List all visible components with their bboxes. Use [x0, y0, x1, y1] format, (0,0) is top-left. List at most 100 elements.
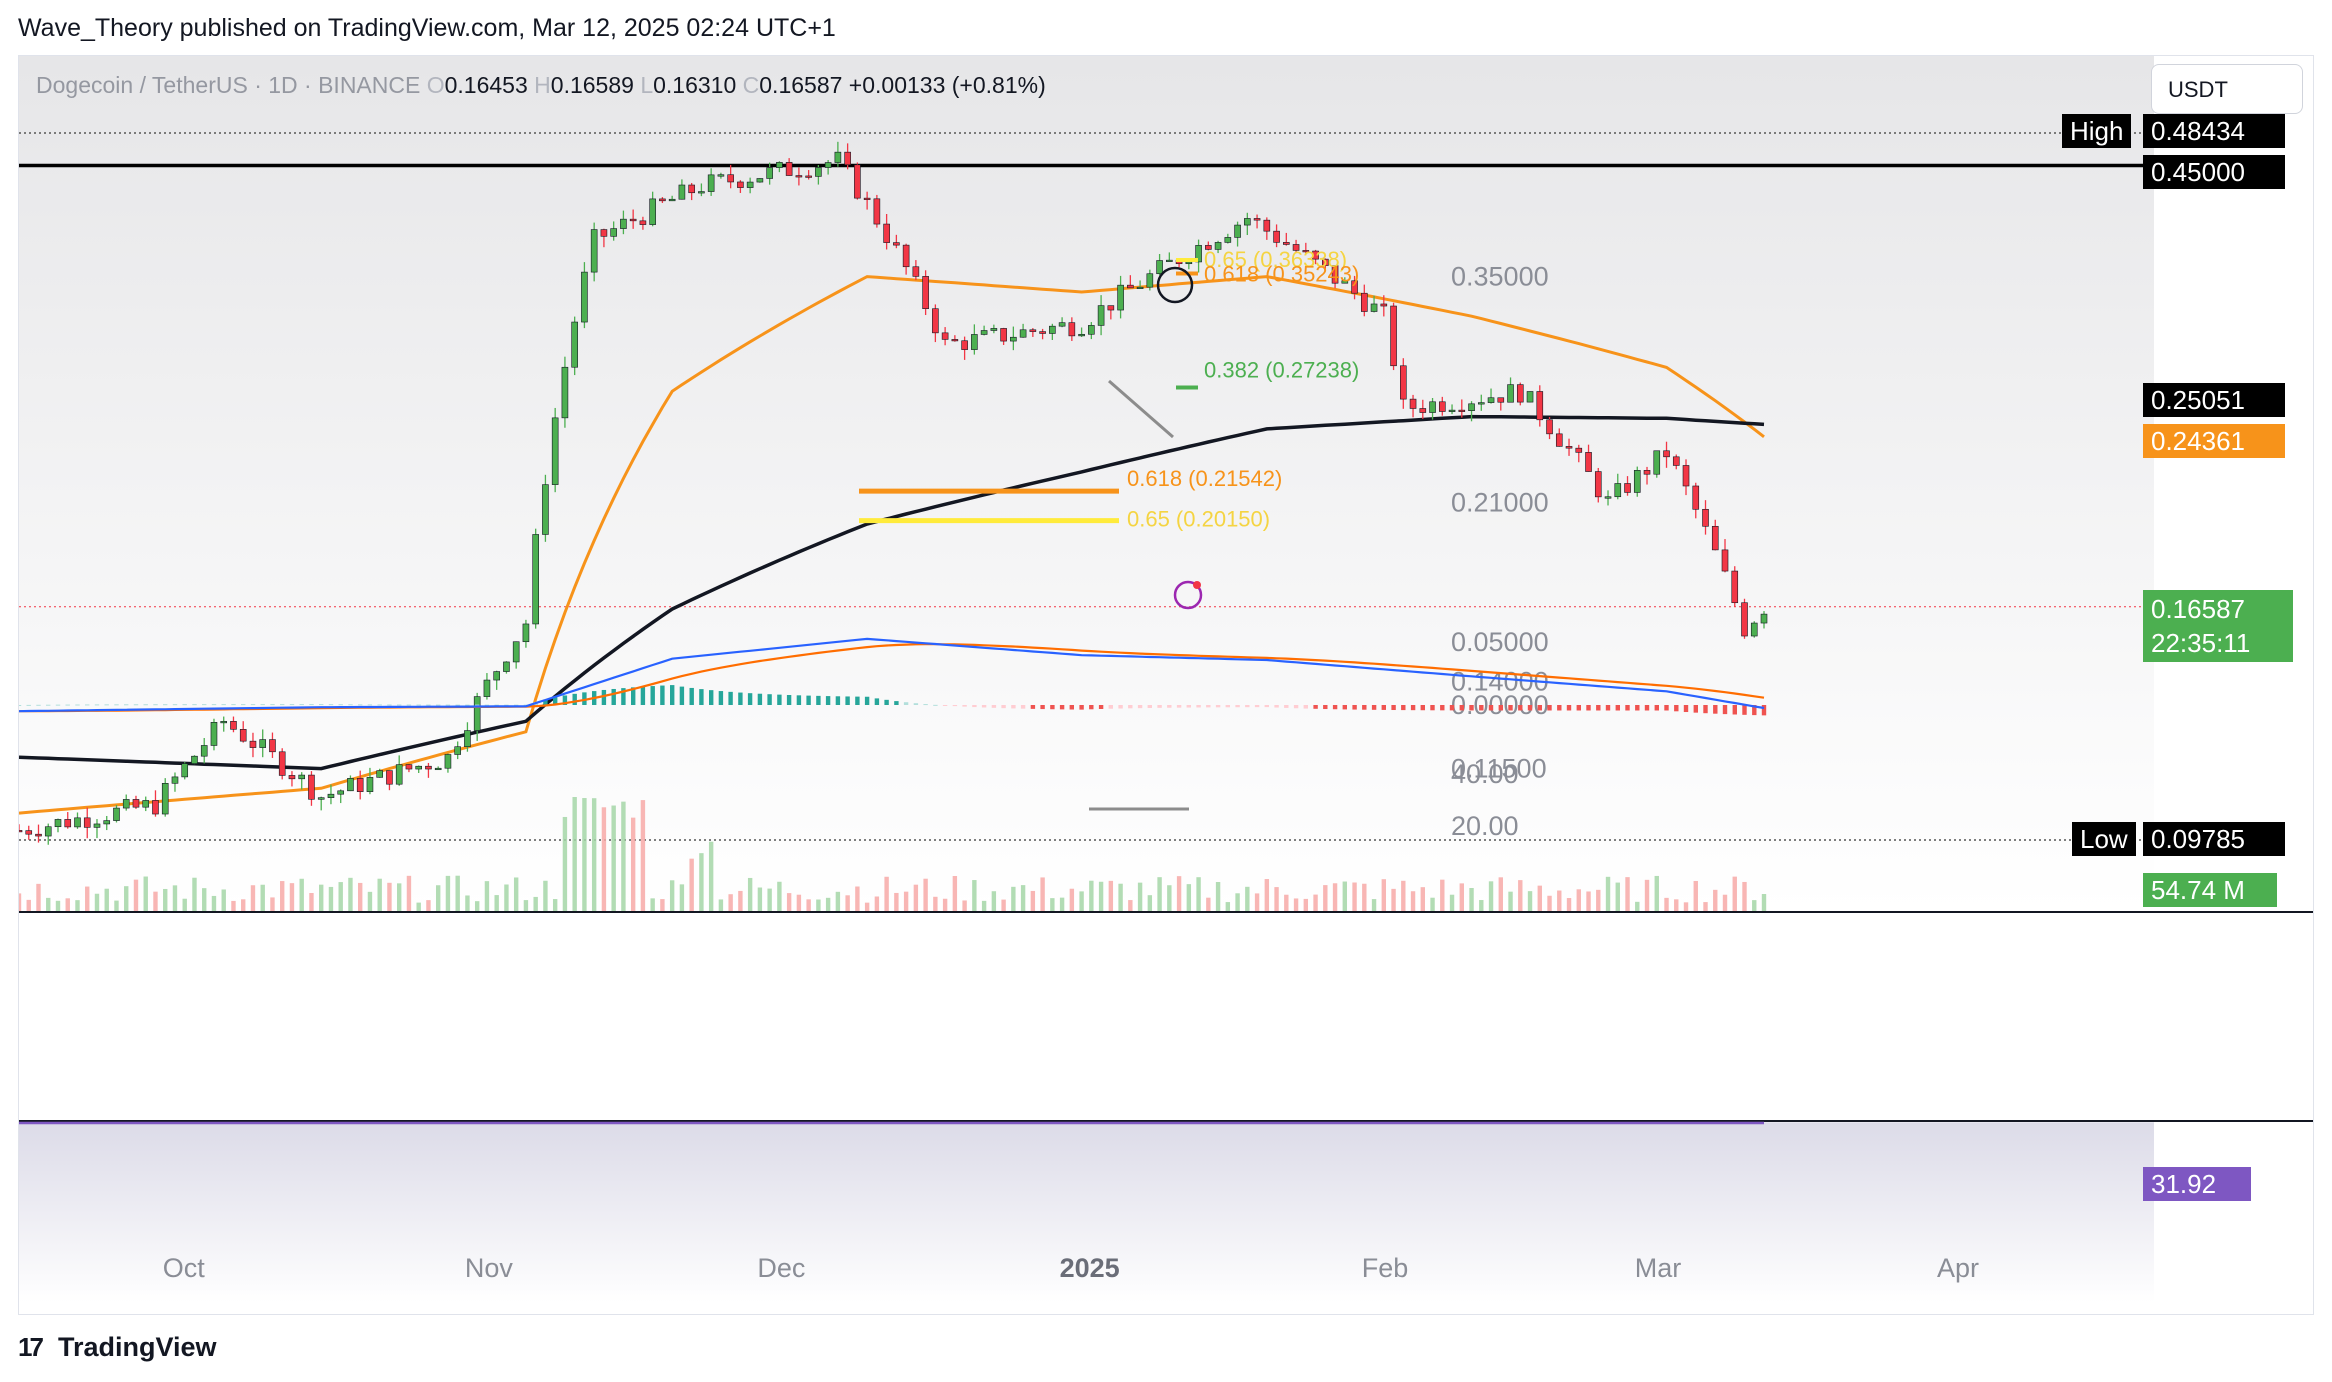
candle-body: [64, 819, 72, 828]
candle-body: [688, 184, 695, 194]
volume-bar: [786, 893, 792, 911]
volume-bar: [1098, 881, 1104, 911]
macd-histogram-bar: [1303, 705, 1308, 709]
macd-histogram-bar: [1225, 705, 1230, 708]
candle-body: [1536, 391, 1544, 421]
time-axis-label: Feb: [1362, 1253, 1409, 1283]
volume-bar: [1586, 891, 1591, 911]
rsi-pane-bg: [19, 1123, 2154, 1303]
volume-bar: [1625, 877, 1630, 911]
candle-body: [25, 830, 33, 835]
macd-histogram-bar: [796, 695, 802, 705]
macd-histogram-bar: [94, 704, 100, 706]
macd-histogram-bar: [1362, 705, 1367, 710]
macd-histogram-bar: [806, 695, 811, 705]
candle-body: [1526, 391, 1534, 403]
currency-button[interactable]: USDT: [2151, 64, 2303, 114]
macd-histogram-bar: [816, 695, 821, 705]
close-label: C: [742, 72, 760, 98]
candle-body: [259, 739, 267, 748]
candles: [19, 141, 1768, 845]
candle-body: [181, 763, 189, 778]
candle-body: [1166, 259, 1173, 262]
macd-histogram-bar: [1459, 705, 1464, 711]
macd-histogram-bar: [475, 704, 480, 706]
volume-bar: [1157, 877, 1162, 911]
close-value: 0.16587: [759, 72, 843, 98]
candle-body: [434, 767, 442, 771]
chart-svg[interactable]: 0.65 (0.36338)0.618 (0.35243) 0.382 (0.27…: [19, 56, 2314, 1315]
candle-body: [1721, 549, 1729, 572]
candle-body: [737, 181, 744, 188]
candle-body: [1419, 408, 1427, 413]
volume-bar: [962, 900, 967, 911]
candle-body: [1049, 325, 1056, 334]
volume-bar: [1410, 891, 1416, 911]
macd-histogram-bar: [1118, 705, 1123, 709]
candle-body: [1302, 250, 1310, 253]
open-label: O: [426, 72, 445, 98]
macd-histogram-bar: [1469, 705, 1474, 711]
low-tag-label: Low: [2072, 822, 2136, 856]
macd-histogram-bar: [1089, 705, 1094, 710]
candle-body: [269, 739, 276, 753]
volume-bar: [1147, 895, 1153, 911]
macd-histogram-bar: [65, 704, 70, 706]
macd-histogram-bar: [124, 704, 129, 706]
volume-bar: [864, 902, 870, 911]
candle-body: [1663, 450, 1670, 458]
tradingview-logo[interactable]: 17 TradingView: [18, 1332, 217, 1363]
macd-histogram-bar: [55, 704, 61, 706]
candle-body: [1058, 322, 1066, 327]
chart-area[interactable]: 0.65 (0.36338) 0.618 (0.35243) 0.382 (0.27…: [18, 55, 2314, 1315]
macd-histogram-bar: [26, 704, 31, 706]
candle-body: [1390, 305, 1397, 367]
candle-body: [35, 833, 42, 837]
volume-bar: [601, 807, 607, 911]
volume-bar: [1040, 877, 1045, 911]
macd-histogram-bar: [133, 704, 139, 706]
candle-body: [1711, 525, 1719, 551]
volume-bar: [523, 900, 529, 911]
volume-bar: [894, 892, 899, 911]
candle-body: [1156, 260, 1163, 275]
volume-tag: 54.74 M: [2143, 873, 2277, 907]
macd-histogram-bar: [1293, 705, 1299, 709]
volume-bar: [1323, 885, 1328, 911]
volume-bar: [1518, 880, 1523, 911]
volume-bar: [1381, 879, 1387, 911]
candle-body: [1438, 401, 1446, 412]
volume-bar: [406, 875, 412, 911]
candle-body: [152, 800, 159, 815]
volume-bar: [182, 898, 187, 911]
macd-histogram-bar: [1167, 705, 1172, 708]
macd-histogram-bar: [1196, 705, 1201, 708]
volume-bar: [221, 889, 226, 911]
candle-body: [1000, 328, 1007, 342]
candle-body: [1760, 613, 1768, 624]
volume-bar: [1108, 880, 1114, 911]
macd-histogram-bar: [913, 703, 919, 705]
volume-bar: [124, 886, 129, 911]
candle-body: [405, 764, 413, 770]
candle-body: [1682, 465, 1690, 487]
macd-histogram-bar: [1547, 705, 1552, 711]
macd-histogram-bar: [1430, 705, 1435, 711]
candle-body: [1575, 447, 1583, 453]
candle-body: [1429, 401, 1436, 413]
volume-bar: [747, 877, 753, 911]
candle-body: [834, 151, 842, 163]
macd-histogram-bar: [1625, 705, 1630, 711]
volume-bar: [933, 896, 938, 911]
volume-bar: [1479, 900, 1484, 911]
candle-body: [1487, 397, 1495, 403]
candle-body: [1633, 470, 1641, 493]
volume-bar: [416, 902, 421, 911]
symbol-title[interactable]: Dogecoin / TetherUS · 1D · BINANCE: [36, 72, 421, 98]
volume-bar: [1420, 887, 1425, 911]
volume-bar: [562, 816, 568, 911]
volume-bar: [1693, 880, 1698, 911]
volume-bar: [1176, 876, 1182, 911]
volume-bar: [1440, 879, 1445, 911]
macd-histogram-bar: [1644, 705, 1650, 711]
